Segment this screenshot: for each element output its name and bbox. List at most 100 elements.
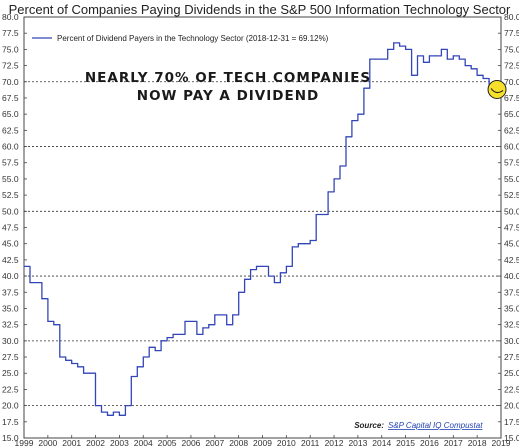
series-point [249, 269, 252, 271]
x-tick-label: 2004 [134, 438, 153, 448]
series-point [333, 178, 335, 180]
annotation-line-1: NEARLY 70% OF TECH COMPANIES [85, 70, 371, 86]
y-tick-label-right: 80.0 [504, 12, 519, 22]
y-tick-label-left: 17.5 [2, 417, 19, 427]
y-axis-left: 15.0 17.5 20.0 22.5 25.0 27.5 30.0 32.5 35.0 37.5… [2, 12, 27, 443]
series-point [41, 298, 43, 300]
y-tick-label-left: 27.5 [2, 352, 19, 362]
y-tick-label-right: 77.5 [504, 28, 519, 38]
y-tick-label-left: 72.5 [2, 61, 19, 71]
series-point [166, 337, 168, 339]
series-point [351, 120, 353, 122]
series-point [65, 359, 67, 361]
y-tick-label-left: 70.0 [2, 77, 19, 87]
series-point [297, 243, 299, 245]
series-point [458, 58, 460, 60]
y-tick-label-right: 60.0 [504, 142, 519, 152]
x-tick-label: 2005 [158, 438, 177, 448]
y-tick-label-right: 75.0 [504, 44, 519, 54]
series-point [309, 239, 311, 242]
series-point [208, 324, 210, 326]
x-tick-label: 2009 [253, 438, 272, 448]
series-point [369, 58, 371, 60]
series-point [393, 42, 395, 44]
highlight-circle [487, 79, 507, 99]
y-tick-label-left: 37.5 [2, 287, 19, 297]
y-tick-label-left: 45.0 [2, 239, 19, 249]
series-point [88, 372, 91, 374]
x-tick-label: 2017 [444, 438, 463, 448]
x-tick-label: 2002 [86, 438, 105, 448]
y-tick-label-left: 32.5 [2, 320, 19, 330]
series-point [83, 372, 85, 374]
series-point [291, 246, 293, 248]
series-point [434, 55, 437, 57]
y-tick-label-right: 25.0 [504, 368, 519, 378]
series-point [321, 213, 323, 216]
annotation: NEARLY 70% OF TECH COMPANIES NOW PAY A D… [85, 70, 371, 104]
series-point [303, 243, 305, 245]
y-tick-label-right: 67.5 [504, 93, 519, 103]
series-point [244, 278, 246, 280]
y-tick-label-left: 52.5 [2, 190, 19, 200]
series-point [387, 48, 389, 50]
y-tick-label-right: 62.5 [504, 125, 519, 135]
series-point [261, 265, 264, 267]
y-tick-label-right: 55.0 [504, 174, 519, 184]
series-point [29, 281, 31, 284]
series-point [440, 48, 442, 50]
series-point [363, 87, 365, 89]
series-point [285, 265, 287, 267]
series-point [118, 414, 120, 416]
x-tick-label: 2016 [420, 438, 439, 448]
y-tick-label-left: 20.0 [2, 401, 19, 411]
series-point [452, 55, 454, 57]
x-tick-label: 1999 [15, 438, 34, 448]
x-tick-label: 2018 [468, 438, 487, 448]
y-axis-right: 15.0 17.5 20.0 22.5 25.0 27.5 30.0 32.5 35.0 37.5… [498, 12, 519, 443]
series-point [59, 356, 61, 358]
y-tick-label-left: 50.0 [2, 206, 19, 216]
series-point [35, 281, 37, 284]
y-tick-label-left: 57.5 [2, 158, 19, 168]
y-tick-label-right: 37.5 [504, 287, 519, 297]
y-tick-label-left: 40.0 [2, 271, 19, 281]
series-point [53, 324, 55, 326]
series-point [232, 314, 234, 316]
series-point [267, 275, 270, 277]
y-tick-label-right: 17.5 [504, 417, 519, 427]
y-tick-label-right: 72.5 [504, 61, 519, 71]
series-point [94, 405, 97, 407]
highlight-arc [490, 88, 504, 94]
series-point [476, 74, 478, 76]
x-tick-label: 2019 [492, 438, 511, 448]
series-point [381, 58, 383, 60]
series-point [47, 320, 49, 323]
grid-layer [24, 81, 501, 407]
y-tick-label-right: 27.5 [504, 352, 519, 362]
x-tick-label: 2011 [301, 438, 320, 448]
y-tick-label-right: 42.5 [504, 255, 519, 265]
y-tick-label-right: 52.5 [504, 190, 519, 200]
y-tick-label-left: 60.0 [2, 142, 19, 152]
series-point [178, 333, 180, 335]
series-point [238, 291, 240, 293]
source-label: Source: [354, 421, 384, 430]
series-point [136, 366, 138, 368]
x-tick-label: 2012 [325, 438, 344, 448]
series-point [196, 333, 198, 335]
series-point [220, 314, 222, 316]
x-tick-label: 2014 [372, 438, 391, 448]
series-point [345, 136, 347, 138]
y-tick-label-right: 40.0 [504, 271, 519, 281]
y-tick-label-left: 67.5 [2, 93, 19, 103]
y-tick-label-left: 15.0 [2, 433, 19, 443]
y-tick-label-right: 50.0 [504, 206, 519, 216]
series-point [106, 414, 109, 416]
series-point [100, 411, 103, 413]
series-point [399, 45, 401, 47]
series-point [405, 48, 407, 50]
x-tick-label: 2008 [229, 438, 248, 448]
x-tick-label: 2001 [62, 438, 81, 448]
y-tick-label-left: 65.0 [2, 109, 19, 119]
